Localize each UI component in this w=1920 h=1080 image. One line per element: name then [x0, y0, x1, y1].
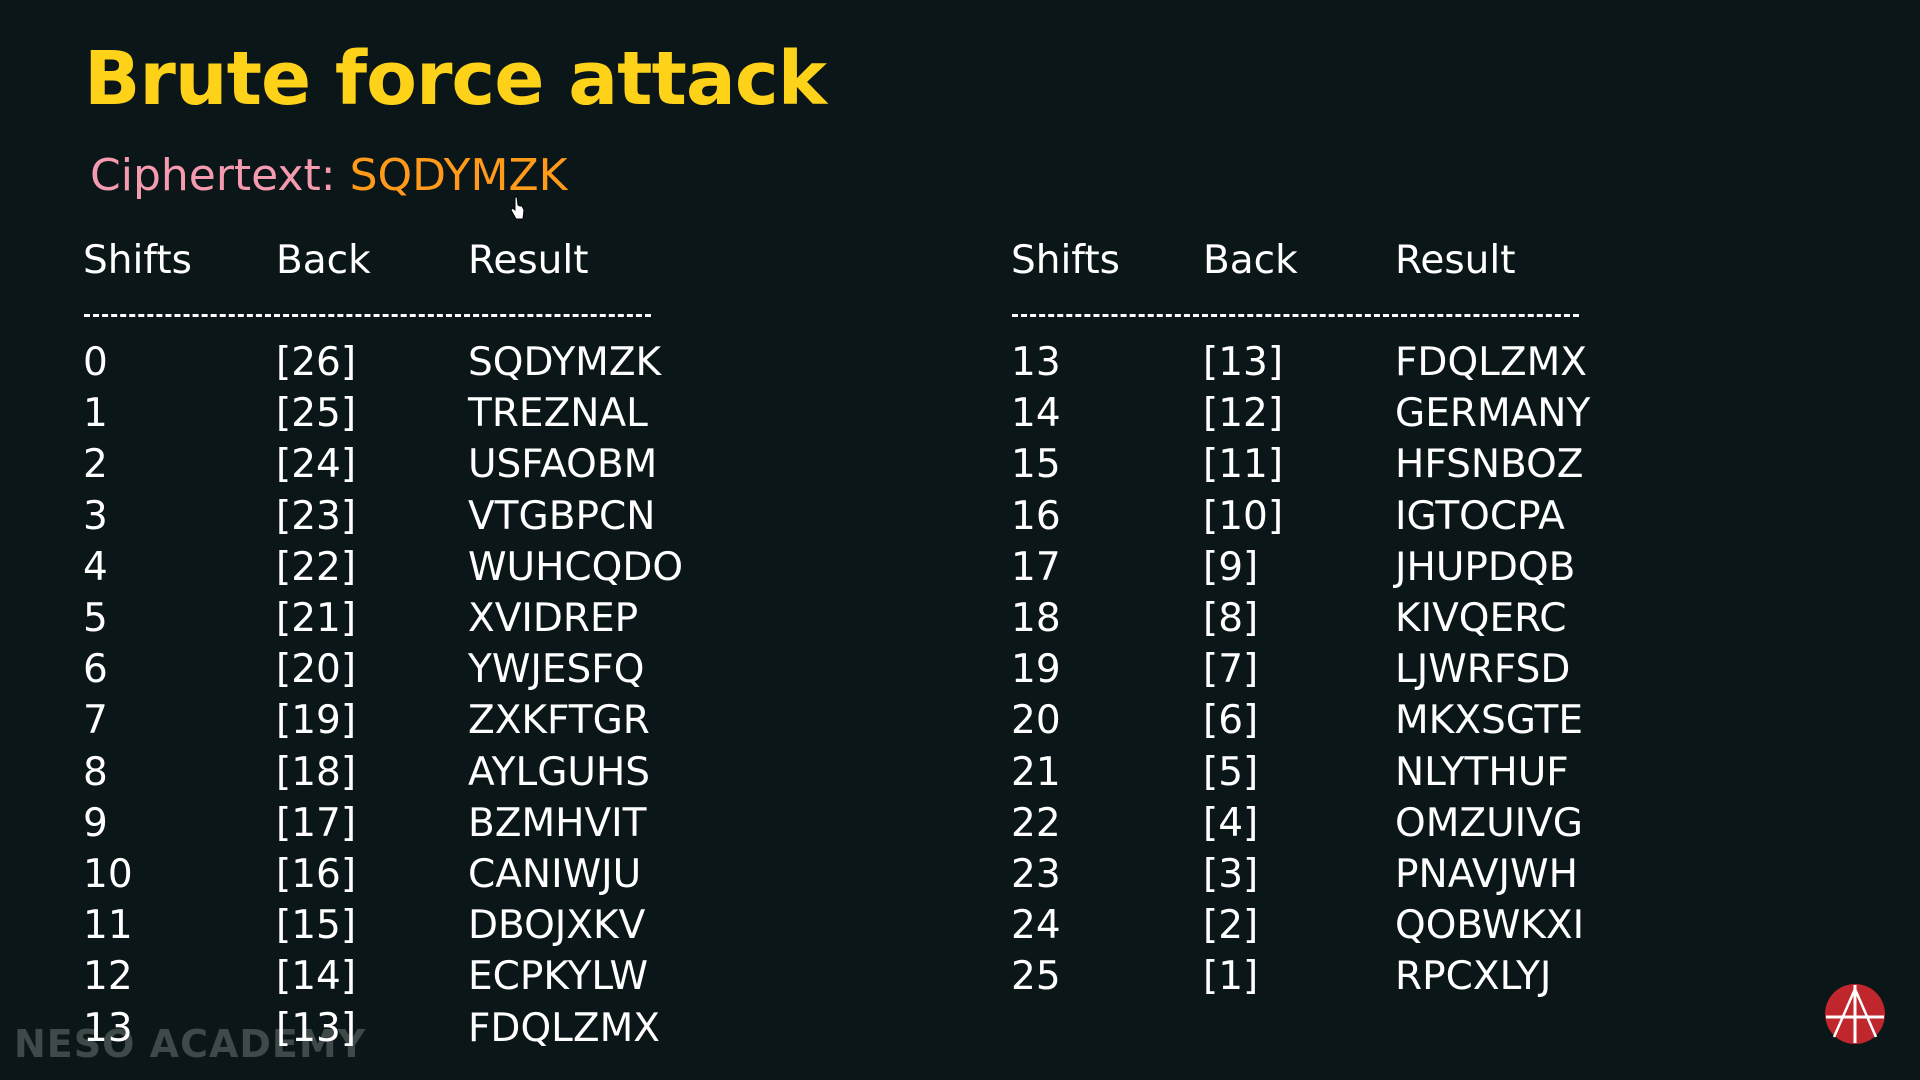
right-row-shift: 24	[1011, 903, 1061, 948]
left-row-back: [16]	[276, 852, 357, 897]
right-row-shift: 22	[1011, 801, 1061, 846]
left-row-shift: 4	[83, 545, 108, 590]
right-row-result: NLYTHUF	[1395, 750, 1569, 795]
left-row-shift: 1	[83, 391, 108, 436]
left-row-shift: 9	[83, 801, 108, 846]
left-row-shift: 13	[83, 1006, 133, 1051]
right-row-shift: 14	[1011, 391, 1061, 436]
right-row-result: KIVQERC	[1395, 596, 1567, 641]
right-row-shift: 19	[1011, 647, 1061, 692]
left-row-shift: 2	[83, 442, 108, 487]
left-row-shift: 6	[83, 647, 108, 692]
right-row-shift: 23	[1011, 852, 1061, 897]
left-row-result: FDQLZMX	[468, 1006, 660, 1051]
left-row-result: VTGBPCN	[468, 494, 656, 539]
right-row-back: [3]	[1203, 852, 1259, 897]
right-row-result: IGTOCPA	[1395, 494, 1565, 539]
left-row-result: TREZNAL	[468, 391, 648, 436]
left-row-back: [15]	[276, 903, 357, 948]
right-row-result: HFSNBOZ	[1395, 442, 1584, 487]
right-row-result: PNAVJWH	[1395, 852, 1578, 897]
right-row-result: OMZUIVG	[1395, 801, 1584, 846]
ciphertext-value: SQDYMZK	[349, 150, 568, 201]
left-row-result: USFAOBM	[468, 442, 658, 487]
left-row-back: [24]	[276, 442, 357, 487]
right-row-shift: 25	[1011, 954, 1061, 999]
right-row-shift: 21	[1011, 750, 1061, 795]
left-row-result: ECPKYLW	[468, 954, 649, 999]
right-row-back: [5]	[1203, 750, 1259, 795]
right-row-result: RPCXLYJ	[1395, 954, 1552, 999]
left-row-result: AYLGUHS	[468, 750, 651, 795]
left-row-back: [23]	[276, 494, 357, 539]
left-divider	[84, 314, 651, 317]
left-row-shift: 8	[83, 750, 108, 795]
left-row-back: [26]	[276, 340, 357, 385]
right-row-shift: 15	[1011, 442, 1061, 487]
left-row-shift: 11	[83, 903, 133, 948]
right-row-shift: 18	[1011, 596, 1061, 641]
right-row-result: JHUPDQB	[1395, 545, 1576, 590]
right-row-back: [8]	[1203, 596, 1259, 641]
right-header-back: Back	[1203, 238, 1298, 283]
right-row-back: [4]	[1203, 801, 1259, 846]
left-row-shift: 12	[83, 954, 133, 999]
left-row-shift: 10	[83, 852, 133, 897]
right-row-back: [10]	[1203, 494, 1284, 539]
ciphertext-label: Ciphertext:	[90, 150, 336, 201]
left-row-result: DBOJXKV	[468, 903, 646, 948]
slide-title: Brute force attack	[84, 36, 827, 122]
right-row-back: [2]	[1203, 903, 1259, 948]
left-row-back: [22]	[276, 545, 357, 590]
left-row-back: [17]	[276, 801, 357, 846]
right-row-shift: 20	[1011, 698, 1061, 743]
left-row-shift: 7	[83, 698, 108, 743]
right-row-result: QOBWKXI	[1395, 903, 1585, 948]
right-header-shifts: Shifts	[1011, 238, 1120, 283]
left-row-shift: 0	[83, 340, 108, 385]
ciphertext-line: Ciphertext: SQDYMZK	[90, 150, 567, 201]
left-row-back: [19]	[276, 698, 357, 743]
left-row-back: [20]	[276, 647, 357, 692]
neso-academy-watermark: NESO ACADEMY	[14, 1022, 367, 1066]
left-row-result: ZXKFTGR	[468, 698, 650, 743]
left-header-shifts: Shifts	[83, 238, 192, 283]
left-row-result: CANIWJU	[468, 852, 642, 897]
hand-cursor-icon	[511, 196, 525, 220]
right-row-result: FDQLZMX	[1395, 340, 1587, 385]
left-row-result: SQDYMZK	[468, 340, 662, 385]
left-row-back: [25]	[276, 391, 357, 436]
left-row-shift: 5	[83, 596, 108, 641]
left-header-result: Result	[468, 238, 589, 283]
right-row-result: LJWRFSD	[1395, 647, 1571, 692]
right-row-back: [7]	[1203, 647, 1259, 692]
left-row-result: YWJESFQ	[468, 647, 645, 692]
right-row-shift: 13	[1011, 340, 1061, 385]
left-header-back: Back	[276, 238, 371, 283]
right-row-back: [12]	[1203, 391, 1284, 436]
right-row-back: [1]	[1203, 954, 1259, 999]
left-row-shift: 3	[83, 494, 108, 539]
right-row-back: [11]	[1203, 442, 1284, 487]
right-row-back: [6]	[1203, 698, 1259, 743]
right-row-result: MKXSGTE	[1395, 698, 1583, 743]
left-row-result: WUHCQDO	[468, 545, 684, 590]
left-row-back: [21]	[276, 596, 357, 641]
neso-logo-icon	[1825, 984, 1885, 1044]
right-divider	[1012, 314, 1579, 317]
left-row-result: BZMHVIT	[468, 801, 647, 846]
left-row-back: [18]	[276, 750, 357, 795]
right-row-back: [9]	[1203, 545, 1259, 590]
right-header-result: Result	[1395, 238, 1516, 283]
right-row-shift: 17	[1011, 545, 1061, 590]
left-row-result: XVIDREP	[468, 596, 639, 641]
right-row-result: GERMANY	[1395, 391, 1591, 436]
left-row-back: [14]	[276, 954, 357, 999]
right-row-back: [13]	[1203, 340, 1284, 385]
left-row-back: [13]	[276, 1006, 357, 1051]
right-row-shift: 16	[1011, 494, 1061, 539]
